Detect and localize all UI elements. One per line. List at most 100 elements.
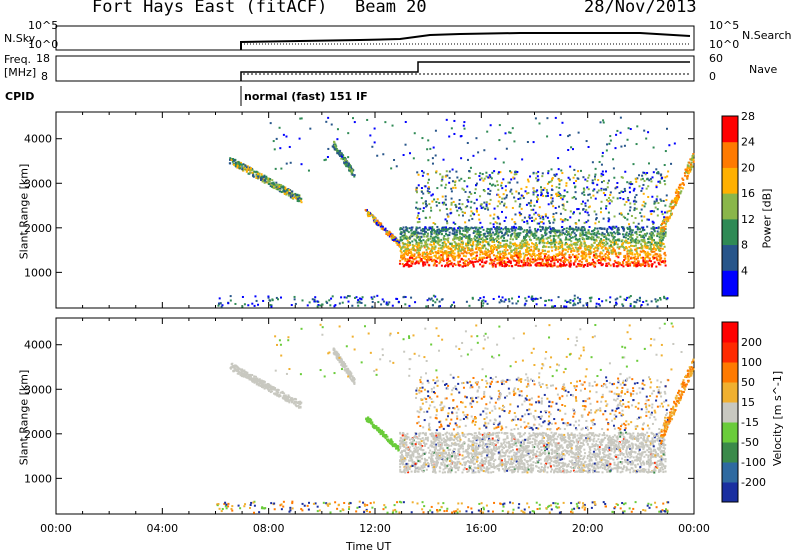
power-streak-90	[385, 232, 388, 235]
power-band-1100	[471, 260, 474, 263]
power-gs-242	[484, 300, 487, 303]
power-edge-154	[678, 186, 681, 189]
power-band-1515	[481, 244, 484, 247]
power-arc2-139	[347, 164, 350, 167]
power-band-1474	[403, 233, 406, 236]
power-upper-555	[664, 222, 667, 225]
power-top-143	[462, 124, 465, 127]
power-upper-297	[420, 190, 423, 193]
velocity-gs-185	[291, 502, 294, 505]
power-gs-67	[371, 300, 374, 303]
power-top-65	[572, 148, 575, 151]
power-band-1204	[507, 260, 510, 263]
velocity-gs-150	[391, 511, 394, 514]
power-arc1-307	[237, 161, 240, 164]
power-upper-508	[566, 191, 569, 194]
power-band-2535	[616, 265, 619, 268]
power-band-197	[442, 246, 445, 249]
power-upper-663	[496, 180, 499, 183]
power-upper-477	[494, 184, 497, 187]
power-upper-343	[519, 214, 522, 217]
power-band-2424	[401, 234, 404, 237]
power-top-77	[463, 127, 466, 130]
power-streak-102	[392, 238, 395, 241]
power-upper-572	[520, 213, 523, 216]
power-upper-148	[608, 218, 611, 221]
power-upper-521	[603, 188, 606, 191]
power-arc1-229	[285, 189, 288, 192]
power-band-1031	[512, 258, 515, 261]
power-band-1582	[457, 247, 460, 250]
power-band-2162	[548, 231, 551, 234]
power-top-90	[450, 127, 453, 130]
power-band-1708	[628, 225, 631, 228]
power-edge-57	[671, 205, 674, 208]
power-upper-255	[640, 189, 643, 192]
velocity-gs-59	[301, 502, 304, 505]
velocity-gs-17	[583, 503, 586, 506]
power-edge-107	[678, 196, 681, 199]
velocity-gs-45	[661, 509, 664, 512]
power-band-2388	[560, 246, 563, 249]
power-band-1846	[463, 235, 466, 238]
power-band-553	[658, 236, 661, 239]
power-upper-325	[458, 214, 461, 217]
power-band-2317	[497, 228, 500, 231]
power-band-266	[456, 254, 459, 257]
power-upper-499	[659, 198, 662, 201]
power-arc1-183	[274, 184, 277, 187]
power-band-755	[505, 244, 508, 247]
power-band-1011	[526, 258, 529, 261]
power-upper-282	[497, 217, 500, 220]
velocity-gs-200	[411, 501, 414, 504]
power-band-1209	[514, 259, 517, 262]
power-upper-430	[600, 189, 603, 192]
power-arc1-211	[230, 158, 233, 161]
power-band-1054	[477, 246, 480, 249]
power-upper-617	[651, 195, 654, 198]
power-upper-103	[468, 176, 471, 179]
power-band-2529	[472, 240, 475, 243]
power-band-960	[566, 246, 569, 249]
power-band-1932	[658, 263, 661, 266]
power-band-1210	[495, 232, 498, 235]
power-band-2427	[479, 227, 482, 230]
power-upper-188	[415, 201, 418, 204]
power-upper-37	[536, 199, 539, 202]
power-arc1-234	[255, 170, 258, 173]
velocity-gs-229	[571, 511, 574, 514]
power-band-1884	[499, 250, 502, 253]
power-upper-698	[623, 187, 626, 190]
power-band-1225	[481, 251, 484, 254]
power-band-803	[431, 245, 434, 248]
power-band-198	[445, 259, 448, 262]
velocity-gs-83	[523, 508, 526, 511]
power-upper-506	[415, 188, 418, 191]
power-upper-584	[511, 218, 514, 221]
power-band-2042	[656, 247, 659, 250]
power-arc1-317	[296, 195, 299, 198]
power-band-2482	[447, 265, 450, 268]
power-band-2234	[625, 233, 628, 236]
power-upper-677	[488, 174, 491, 177]
power-band-550	[578, 239, 581, 242]
power-band-161	[415, 229, 418, 232]
power-band-2399	[545, 264, 548, 267]
power-band-628	[538, 240, 541, 243]
power-band-2440	[441, 245, 444, 248]
power-band-998	[605, 243, 608, 246]
power-band-1453	[507, 234, 510, 237]
power-gs-105	[217, 304, 220, 307]
power-band-24	[606, 234, 609, 237]
power-top-36	[442, 158, 445, 161]
power-band-2462	[449, 242, 452, 245]
power-band-613	[640, 235, 643, 238]
power-band-1117	[479, 253, 482, 256]
power-top-95	[508, 131, 511, 134]
power-band-838	[661, 238, 664, 241]
power-band-1966	[563, 253, 566, 256]
power-upper-378	[526, 220, 529, 223]
power-band-743	[409, 255, 412, 258]
power-band-1978	[430, 233, 433, 236]
power-gs-248	[241, 295, 244, 298]
